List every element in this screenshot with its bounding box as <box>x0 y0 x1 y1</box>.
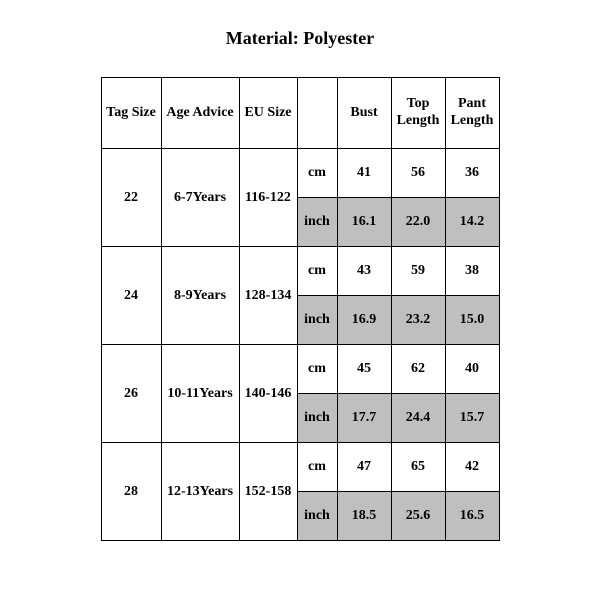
cell-pant-inch: 15.0 <box>445 296 499 345</box>
cell-pant-cm: 38 <box>445 247 499 296</box>
cell-bust-cm: 45 <box>337 345 391 394</box>
cell-unit-inch: inch <box>297 492 337 541</box>
col-top: Top Length <box>391 78 445 149</box>
cell-unit-cm: cm <box>297 345 337 394</box>
cell-top-cm: 62 <box>391 345 445 394</box>
page-title: Material: Polyester <box>0 28 600 49</box>
cell-age: 8-9Years <box>161 247 239 345</box>
cell-top-inch: 25.6 <box>391 492 445 541</box>
cell-bust-cm: 41 <box>337 149 391 198</box>
cell-unit-cm: cm <box>297 247 337 296</box>
cell-eu: 152-158 <box>239 443 297 541</box>
cell-eu: 128-134 <box>239 247 297 345</box>
cell-top-inch: 23.2 <box>391 296 445 345</box>
size-table: Tag Size Age Advice EU Size Bust Top Len… <box>101 77 500 541</box>
table-row: 248-9Years128-134cm435938 <box>101 247 499 296</box>
cell-tag: 22 <box>101 149 161 247</box>
cell-bust-inch: 16.9 <box>337 296 391 345</box>
cell-pant-cm: 36 <box>445 149 499 198</box>
cell-top-cm: 65 <box>391 443 445 492</box>
cell-bust-cm: 43 <box>337 247 391 296</box>
table-row: 2812-13Years152-158cm476542 <box>101 443 499 492</box>
cell-unit-inch: inch <box>297 296 337 345</box>
cell-pant-inch: 14.2 <box>445 198 499 247</box>
table-row: 226-7Years116-122cm415636 <box>101 149 499 198</box>
cell-eu: 116-122 <box>239 149 297 247</box>
page: Material: Polyester Tag Size Age Advice … <box>0 0 600 600</box>
cell-tag: 28 <box>101 443 161 541</box>
cell-top-inch: 24.4 <box>391 394 445 443</box>
cell-unit-cm: cm <box>297 149 337 198</box>
col-bust: Bust <box>337 78 391 149</box>
cell-eu: 140-146 <box>239 345 297 443</box>
cell-bust-inch: 17.7 <box>337 394 391 443</box>
cell-top-cm: 56 <box>391 149 445 198</box>
cell-pant-cm: 40 <box>445 345 499 394</box>
cell-top-inch: 22.0 <box>391 198 445 247</box>
col-tag: Tag Size <box>101 78 161 149</box>
table-header: Tag Size Age Advice EU Size Bust Top Len… <box>101 78 499 149</box>
cell-age: 6-7Years <box>161 149 239 247</box>
cell-tag: 24 <box>101 247 161 345</box>
cell-bust-cm: 47 <box>337 443 391 492</box>
table-body: 226-7Years116-122cm415636inch16.122.014.… <box>101 149 499 541</box>
cell-unit-inch: inch <box>297 198 337 247</box>
cell-age: 10-11Years <box>161 345 239 443</box>
col-eu: EU Size <box>239 78 297 149</box>
col-age: Age Advice <box>161 78 239 149</box>
cell-pant-inch: 16.5 <box>445 492 499 541</box>
cell-tag: 26 <box>101 345 161 443</box>
cell-unit-cm: cm <box>297 443 337 492</box>
cell-bust-inch: 16.1 <box>337 198 391 247</box>
col-pant: Pant Length <box>445 78 499 149</box>
cell-top-cm: 59 <box>391 247 445 296</box>
cell-bust-inch: 18.5 <box>337 492 391 541</box>
cell-pant-cm: 42 <box>445 443 499 492</box>
cell-age: 12-13Years <box>161 443 239 541</box>
col-unit <box>297 78 337 149</box>
table-row: 2610-11Years140-146cm456240 <box>101 345 499 394</box>
cell-unit-inch: inch <box>297 394 337 443</box>
cell-pant-inch: 15.7 <box>445 394 499 443</box>
